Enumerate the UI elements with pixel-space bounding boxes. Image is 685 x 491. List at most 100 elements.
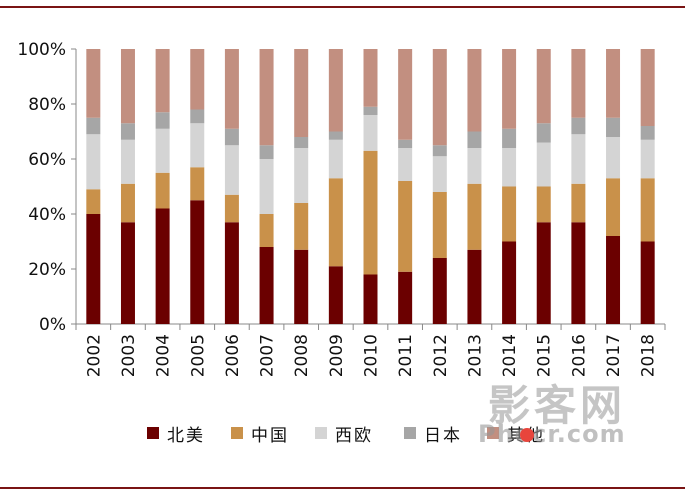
legend-label: 北美 — [167, 425, 205, 446]
bar-segment — [120, 123, 135, 140]
bar-segment — [294, 148, 309, 203]
legend-label: 其他 — [507, 425, 545, 446]
bar-segment — [571, 183, 586, 223]
bar-segment — [120, 49, 135, 124]
bar-segment — [86, 214, 101, 324]
bar-segment — [224, 49, 239, 129]
bar-segment — [86, 117, 101, 135]
bar-segment — [155, 172, 170, 209]
bar-segment — [571, 49, 586, 118]
bar-segment — [86, 49, 101, 118]
bar-segment — [432, 258, 447, 324]
x-tick-label: 2002 — [84, 334, 104, 377]
bar-segment — [328, 266, 343, 324]
x-tick-label: 2014 — [500, 334, 520, 377]
bar-segment — [606, 117, 621, 137]
bar-segment — [86, 189, 101, 214]
bar-segment — [224, 145, 239, 195]
bar-segment — [190, 200, 205, 324]
bar-segment — [606, 178, 621, 236]
legend-item: 北美 — [147, 421, 205, 446]
bar-segment — [86, 134, 101, 190]
x-tick-label: 2007 — [258, 334, 278, 377]
bar-segment — [536, 123, 551, 143]
bar-segment — [640, 139, 655, 179]
bar-segment — [606, 236, 621, 324]
legend-item: 西欧 — [315, 421, 373, 446]
bar-segment — [224, 222, 239, 324]
y-tick-label: 60% — [28, 150, 66, 170]
bar-segment — [363, 115, 378, 151]
bar-segment — [155, 49, 170, 113]
x-tick-label: 2004 — [154, 334, 174, 377]
bar-segment — [432, 145, 447, 157]
x-tick-label: 2009 — [327, 334, 347, 377]
bar-segment — [259, 214, 274, 247]
bar-segment — [190, 49, 205, 110]
bar-segment — [398, 271, 413, 324]
bar-segment — [120, 222, 135, 324]
chart-labels: 0% 20% 40% 60% 80% 100% 2002 2003 2004 2005 2006 20… — [17, 40, 658, 377]
bar-segment — [259, 247, 274, 324]
legend-swatch — [147, 427, 159, 439]
bar-segment — [259, 159, 274, 214]
x-tick-label: 2003 — [119, 334, 139, 377]
chart-bars — [86, 49, 655, 324]
y-tick-label: 20% — [28, 260, 66, 280]
bar-segment — [536, 142, 551, 187]
bar-segment — [467, 249, 482, 324]
bar-segment — [432, 49, 447, 146]
bar-segment — [536, 186, 551, 223]
bar-segment — [536, 222, 551, 324]
x-tick-label: 2017 — [604, 334, 624, 377]
bar-segment — [294, 249, 309, 324]
top-rule — [0, 6, 685, 8]
bar-segment — [502, 186, 517, 242]
bar-segment — [224, 128, 239, 146]
bar-segment — [120, 139, 135, 184]
legend-label: 中国 — [251, 425, 289, 446]
bar-segment — [467, 49, 482, 132]
legend-item: 日本 — [404, 421, 462, 446]
bar-segment — [259, 145, 274, 159]
bar-segment — [502, 49, 517, 129]
x-tick-label: 2018 — [639, 334, 659, 377]
y-tick-label: 100% — [17, 40, 66, 60]
bar-segment — [571, 134, 586, 184]
bar-segment — [120, 183, 135, 223]
bar-segment — [571, 117, 586, 135]
bar-segment — [398, 49, 413, 140]
legend-label: 西欧 — [335, 425, 373, 446]
legend-item: 其他 — [487, 421, 545, 446]
bar-segment — [224, 194, 239, 223]
bar-segment — [155, 208, 170, 324]
bar-segment — [502, 241, 517, 324]
legend-swatch — [487, 427, 499, 439]
x-tick-label: 2013 — [465, 334, 485, 377]
legend-swatch — [315, 427, 327, 439]
bar-segment — [328, 139, 343, 179]
bar-segment — [190, 109, 205, 124]
bar-segment — [467, 148, 482, 184]
bar-segment — [398, 139, 413, 148]
bar-segment — [398, 148, 413, 181]
legend-swatch — [231, 427, 243, 439]
bar-segment — [640, 49, 655, 126]
bar-segment — [294, 203, 309, 250]
bar-segment — [536, 49, 551, 124]
x-tick-label: 2011 — [396, 334, 416, 377]
bar-segment — [190, 123, 205, 168]
x-tick-label: 2010 — [362, 334, 382, 377]
bar-segment — [502, 128, 517, 148]
y-tick-label: 80% — [28, 95, 66, 115]
bar-segment — [606, 137, 621, 179]
bar-segment — [640, 126, 655, 140]
bar-segment — [398, 181, 413, 272]
x-tick-label: 2005 — [188, 334, 208, 377]
legend-label: 日本 — [424, 425, 462, 446]
bar-segment — [328, 178, 343, 267]
bar-segment — [571, 222, 586, 324]
bar-segment — [328, 49, 343, 132]
x-tick-label: 2006 — [223, 334, 243, 377]
bottom-rule — [0, 487, 685, 489]
